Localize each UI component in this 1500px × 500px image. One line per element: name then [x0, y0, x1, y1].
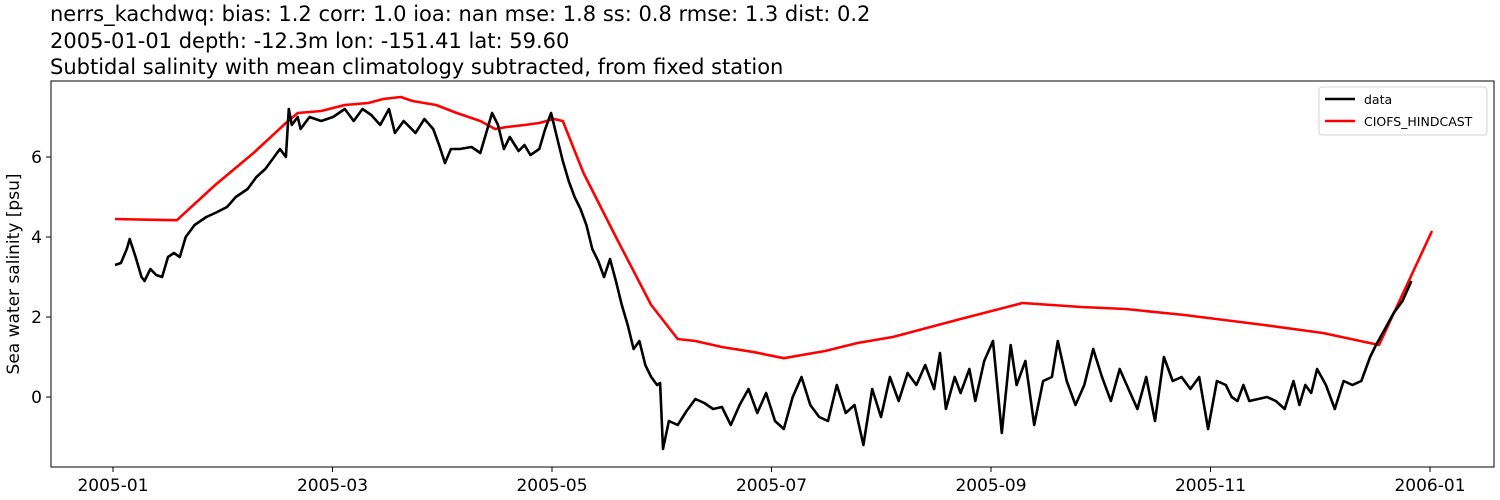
series-line-data — [114, 107, 1413, 451]
legend-frame — [1318, 86, 1488, 136]
x-tick-label: 2005-05 — [516, 476, 587, 496]
y-tick-label: 4 — [31, 228, 42, 248]
legend-label-data: data — [1364, 92, 1392, 107]
y-tick-label: 2 — [31, 308, 42, 328]
x-tick-label: 2005-01 — [77, 476, 148, 496]
station-info-title: 2005-01-01 depth: -12.3m lon: -151.41 la… — [50, 29, 570, 53]
plot-frame — [50, 80, 1495, 468]
chart-title: Subtidal salinity with mean climatology … — [50, 55, 784, 79]
x-tick-label: 2005-11 — [1175, 476, 1246, 496]
legend: data CIOFS_HINDCAST — [1318, 86, 1488, 136]
x-tick-label: 2006-01 — [1394, 476, 1465, 496]
y-tick-label: 0 — [31, 388, 42, 408]
ticks-layer: 2005-01 2005-03 2005-05 2005-07 2005-09 2005-… — [31, 148, 1465, 496]
y-tick-label: 6 — [31, 148, 42, 168]
stats-title: nerrs_kachdwq: bias: 1.2 corr: 1.0 ioa: … — [50, 2, 871, 26]
y-axis-label: Sea water salinity [psu] — [4, 174, 24, 375]
x-tick-label: 2005-09 — [955, 476, 1026, 496]
legend-label-ciofs: CIOFS_HINDCAST — [1364, 114, 1473, 129]
plot-layer — [114, 95, 1434, 451]
x-tick-label: 2005-07 — [736, 476, 807, 496]
x-tick-label: 2005-03 — [297, 476, 368, 496]
series-line-ciofs-hindcast — [114, 95, 1434, 360]
